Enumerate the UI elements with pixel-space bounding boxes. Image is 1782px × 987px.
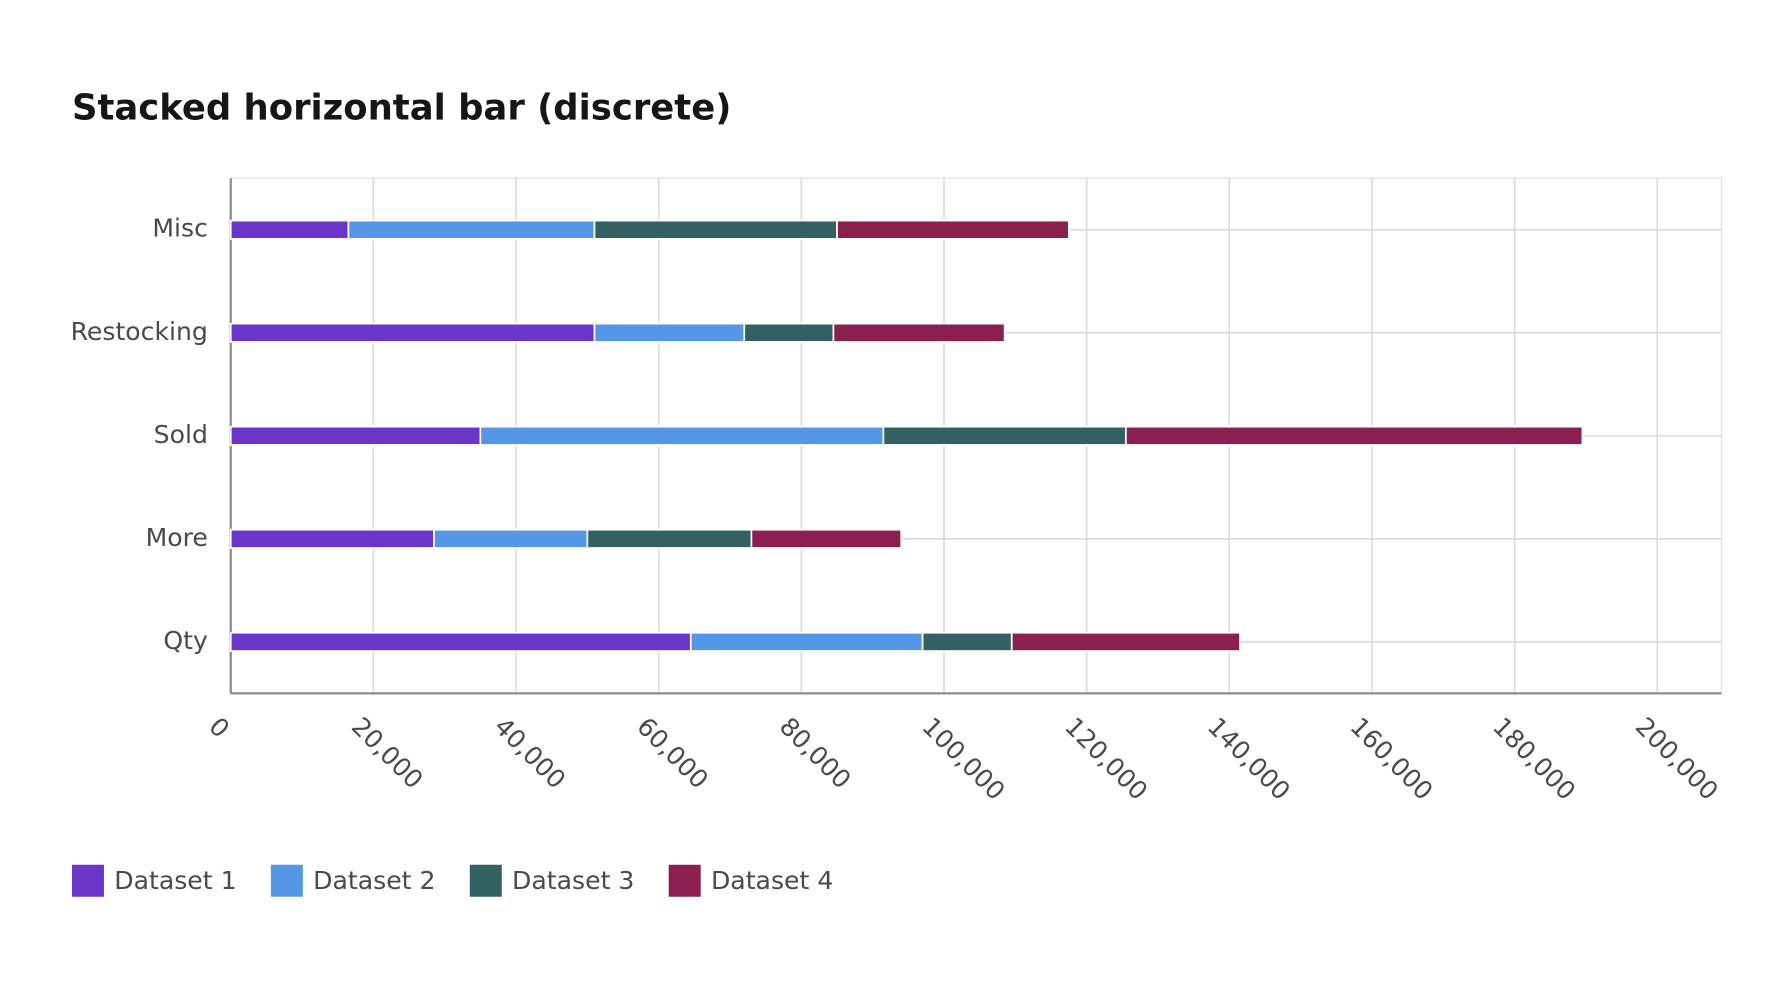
bar-segment (347, 219, 596, 240)
legend-swatch (668, 864, 701, 897)
chart-title: Stacked horizontal bar (discrete) (72, 88, 731, 129)
bar-segment (882, 425, 1127, 446)
bar-segment (743, 322, 835, 343)
x-tick-label: 40,000 (489, 712, 572, 795)
bar-segment (229, 425, 482, 446)
legend-swatch (71, 864, 104, 897)
x-tick-label: 20,000 (346, 712, 429, 795)
bar-segment (689, 631, 924, 652)
x-tick-label: 120,000 (1059, 712, 1153, 806)
bar-segment (229, 219, 350, 240)
x-tick-label: 200,000 (1630, 712, 1724, 806)
x-tick-label: 140,000 (1202, 712, 1296, 806)
x-tick-label: 160,000 (1344, 712, 1438, 806)
bar-segment (1010, 631, 1241, 652)
legend-swatch (469, 864, 502, 897)
legend-label: Dataset 2 (313, 866, 435, 895)
legend-swatch (270, 864, 303, 897)
y-tick-label: Sold (154, 420, 208, 449)
bar-segment (229, 631, 692, 652)
legend-label: Dataset 3 (512, 866, 634, 895)
bar-segment (832, 322, 1006, 343)
legend-label: Dataset 1 (114, 866, 236, 895)
y-tick-label: Misc (152, 214, 208, 243)
y-tick-label: More (146, 523, 208, 552)
legend-label: Dataset 4 (711, 866, 833, 895)
x-tick-label: 0 (203, 712, 235, 744)
bar-segment (433, 528, 589, 549)
bar-segment (586, 528, 753, 549)
bar-segment (229, 528, 435, 549)
bar-segment (593, 219, 838, 240)
bar-segment (229, 322, 596, 343)
bar-segment (479, 425, 885, 446)
x-tick-label: 60,000 (631, 712, 714, 795)
x-tick-label: 80,000 (774, 712, 857, 795)
x-tick-label: 180,000 (1487, 712, 1581, 806)
bar-segment (836, 219, 1070, 240)
x-tick-label: 100,000 (917, 712, 1011, 806)
bar-segment (1125, 425, 1584, 446)
bar-segment (750, 528, 903, 549)
y-tick-label: Qty (163, 626, 208, 655)
bar-segment (593, 322, 746, 343)
y-tick-label: Restocking (71, 317, 208, 346)
bar-segment (921, 631, 1013, 652)
